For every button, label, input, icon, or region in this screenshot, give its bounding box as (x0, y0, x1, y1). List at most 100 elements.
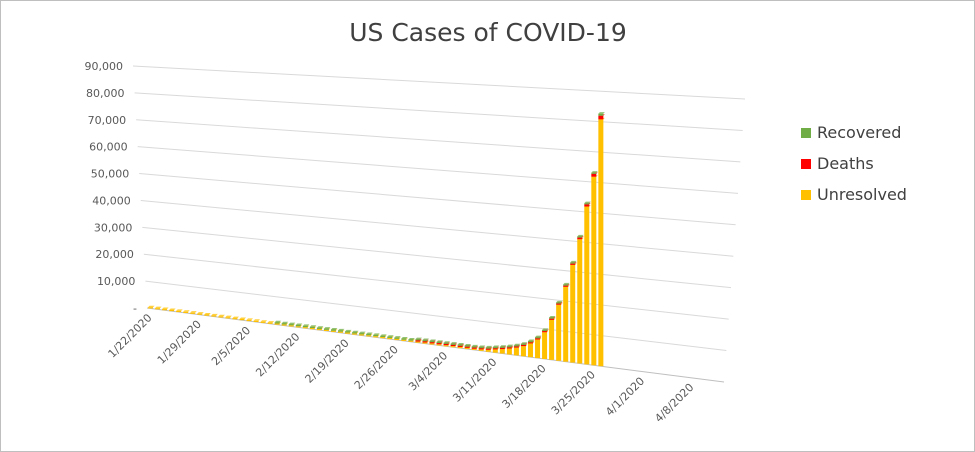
bar-unresolved (225, 317, 231, 319)
y-tick-label: 80,000 (86, 87, 125, 100)
bar-top-recovered (513, 343, 521, 346)
bar-top-recovered (359, 331, 366, 334)
bar-unresolved (288, 325, 294, 327)
bar-deaths (570, 263, 576, 265)
bar-top-recovered (591, 171, 598, 173)
bar-deaths (598, 115, 604, 120)
bar-recovered (295, 325, 301, 327)
bar-unresolved (450, 346, 456, 348)
bar-unresolved (380, 337, 386, 339)
bar-top-recovered (492, 345, 500, 348)
x-tick-label: 2/26/2020 (352, 343, 401, 392)
bar-recovered (591, 172, 597, 174)
y-tick-label: 90,000 (85, 60, 124, 73)
legend-item-recovered: Recovered (801, 117, 907, 148)
bar-recovered (570, 262, 576, 264)
gridline (134, 92, 743, 131)
bar-top-recovered (401, 337, 408, 339)
bar-deaths (506, 347, 512, 349)
bar-recovered (422, 340, 428, 342)
bar-deaths (450, 344, 456, 347)
bar-deaths (471, 347, 477, 349)
x-tick-label: 1/29/2020 (155, 318, 204, 367)
bar-unresolved (260, 321, 266, 323)
bar-recovered (309, 326, 315, 329)
bar-unresolved (527, 343, 533, 358)
gridline (137, 146, 739, 194)
gridline (145, 280, 727, 352)
bar-unresolved (535, 339, 541, 359)
bar-unresolved (549, 319, 555, 360)
x-tick-label: 2/12/2020 (253, 330, 302, 379)
y-tick-label: - (133, 302, 137, 315)
bar-top-recovered (309, 325, 317, 327)
y-tick-label: 30,000 (94, 221, 133, 234)
bar-unresolved (359, 334, 365, 336)
bar-top-recovered (499, 345, 507, 347)
bar-unresolved (253, 320, 259, 322)
bar-recovered (401, 338, 407, 340)
bar-recovered (352, 332, 358, 334)
bar-unresolved (190, 312, 196, 314)
bar-unresolved (464, 347, 470, 350)
bar-deaths (591, 173, 597, 177)
bar-top-recovered (598, 112, 605, 114)
bar-unresolved (429, 343, 435, 345)
bar-unresolved (584, 206, 590, 365)
gridline (143, 253, 729, 320)
bar-top-recovered (429, 339, 436, 341)
bar-top-recovered (485, 345, 493, 348)
bar-top-recovered (295, 323, 303, 326)
bar-recovered (563, 284, 569, 286)
bar-top-unresolved (148, 305, 155, 308)
bar-unresolved (513, 347, 519, 356)
bar-unresolved (506, 348, 512, 355)
bar-top-unresolved (183, 310, 190, 312)
bar-recovered (450, 343, 456, 345)
y-tick-label: 50,000 (91, 168, 130, 181)
legend-item-deaths: Deaths (801, 148, 907, 179)
bar-deaths (563, 285, 569, 287)
bar-top-recovered (549, 315, 556, 318)
bar-top-unresolved (267, 321, 275, 323)
gridline (132, 65, 746, 100)
bar-top-unresolved (169, 308, 176, 310)
bar-unresolved (239, 318, 245, 321)
bar-unresolved (415, 341, 421, 343)
bar-top-unresolved (176, 309, 183, 311)
legend: Recovered Deaths Unresolved (801, 117, 907, 210)
bar-top-recovered (422, 338, 429, 341)
y-tick-label: 60,000 (89, 141, 128, 154)
bar-deaths (457, 345, 463, 347)
bar-top-recovered (338, 328, 345, 331)
bar-top-recovered (302, 324, 310, 326)
bar-top-recovered (443, 341, 451, 343)
legend-item-unresolved: Unresolved (801, 179, 907, 210)
bar-top-recovered (323, 327, 331, 329)
bar-recovered (535, 337, 541, 339)
x-tick-label: 1/22/2020 (106, 311, 155, 360)
bar-unresolved (204, 314, 210, 316)
bar-unresolved (471, 348, 477, 350)
legend-swatch-unresolved (801, 189, 811, 200)
bar-recovered (408, 339, 414, 341)
y-tick-label: 10,000 (97, 275, 136, 288)
bar-top-unresolved (225, 315, 232, 318)
bar-recovered (584, 203, 590, 205)
bar-top-recovered (366, 332, 373, 335)
bar-recovered (443, 342, 449, 344)
bar-recovered (345, 331, 351, 333)
bar-recovered (394, 337, 400, 339)
bar-deaths (577, 237, 583, 240)
bar-recovered (373, 334, 379, 337)
x-tick-label: 3/4/2020 (406, 349, 450, 393)
bar-unresolved (422, 342, 428, 344)
bar-unresolved (176, 310, 182, 313)
bar-recovered (387, 336, 393, 338)
x-tick-label: 3/25/2020 (549, 368, 598, 417)
bar-unresolved (345, 332, 351, 334)
bar-unresolved (183, 311, 189, 313)
bar-recovered (549, 317, 555, 319)
bar-recovered (281, 323, 287, 325)
